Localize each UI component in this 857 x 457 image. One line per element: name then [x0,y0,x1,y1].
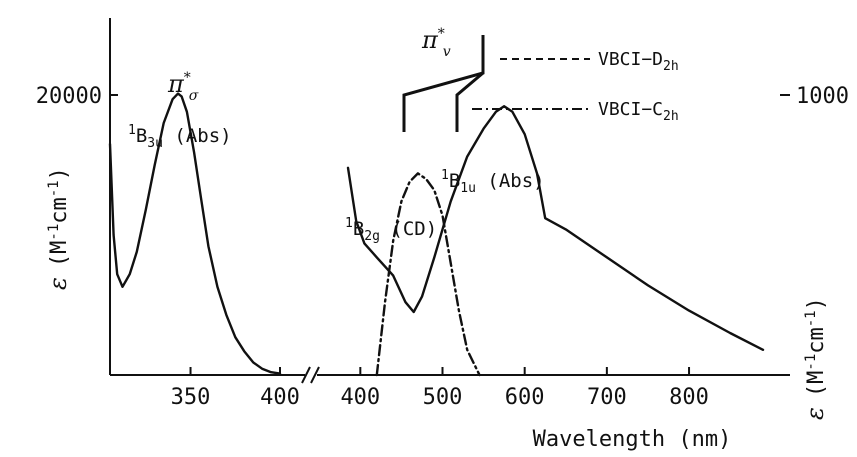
x-tick-label-700-panel2: 700 [587,385,627,410]
axis-break-mark-1 [301,366,311,384]
b3u-abs-label: 1B3u (Abs) [128,123,232,151]
axis-break-mark-2 [310,366,320,384]
data-series [108,92,765,377]
series-line-panel2-2-dashdot [375,172,481,377]
x-tick-label-800-panel2: 800 [669,385,709,410]
x-tick-label-500-panel2: 500 [423,385,463,410]
inset-level-c2h [455,71,484,132]
tick-marks [110,94,790,375]
pi-sigma-label: π* σ [167,70,199,104]
pi-v-label: π* v [421,26,451,60]
b2g-cd-label: 1B2g (CD) [345,216,437,244]
x-axis-title: Wavelength (nm) [533,427,732,452]
y-tick-label-right-1000: 1000 [796,84,849,109]
right-y-axis-title: ε(M-1cm-1) [801,297,829,420]
x-tick-label-600-panel2: 600 [505,385,545,410]
b1u-abs-label: 1B1u (Abs) [441,168,545,196]
left-y-axis-title: ε(M-1cm-1) [44,167,72,290]
tick-labels: 350 400 20000 400 500 600 700 800 1000 [36,84,849,410]
energy-level-inset [402,35,485,132]
series-line-panel1-1-solid [108,92,282,375]
legend: VBCI−D2h VBCI−C2h [472,49,679,124]
legend-label-c2h: VBCI−C2h [598,99,679,124]
y-tick-label-left-20000: 20000 [36,84,102,109]
series-line-panel2-1-solid [346,105,765,351]
x-tick-label-400-panel2: 400 [340,385,380,410]
axes [109,18,790,384]
x-tick-label-350-panel1: 350 [171,385,211,410]
inset-level-d2h [402,35,485,132]
legend-label-d2h: VBCI−D2h [598,49,679,74]
x-tick-label-400-panel1: 400 [260,385,300,410]
